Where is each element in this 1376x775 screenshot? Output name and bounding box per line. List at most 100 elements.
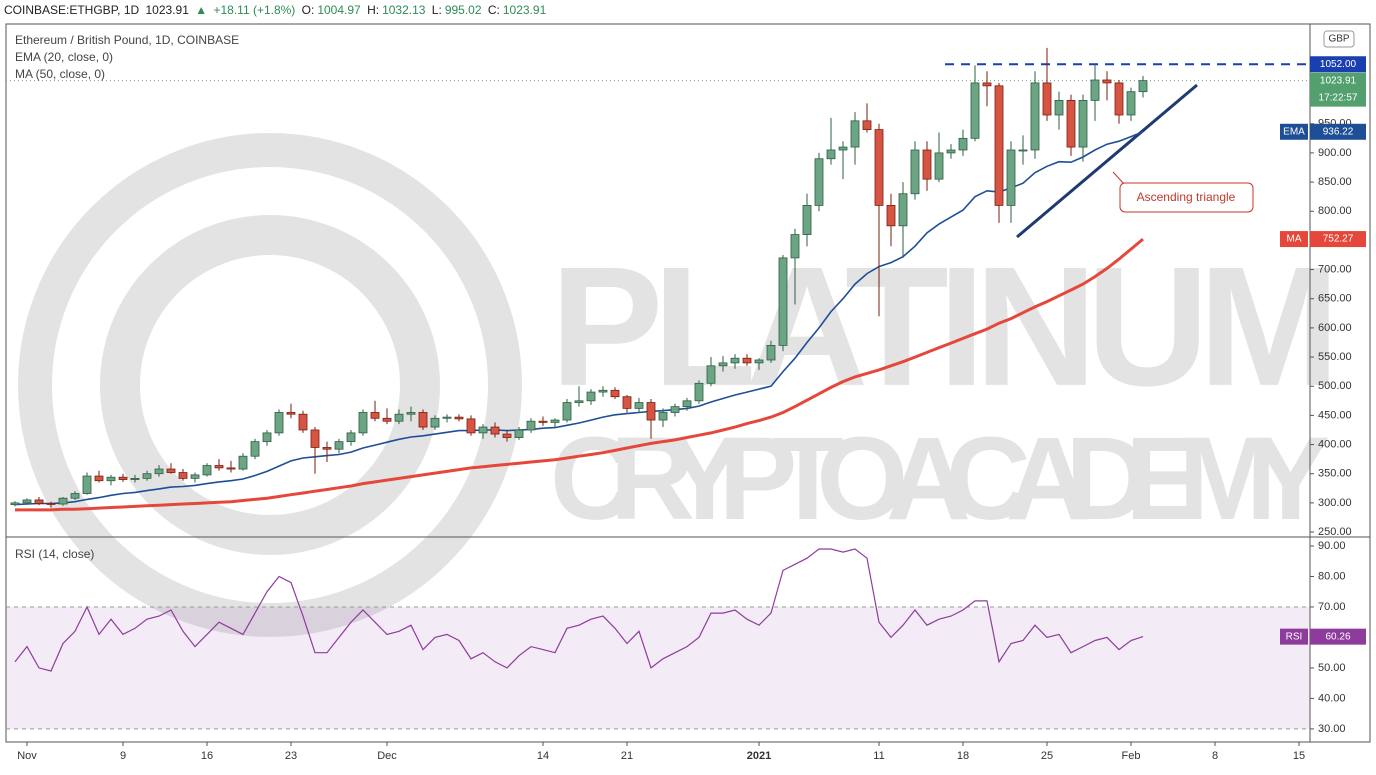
candle-body [838, 146, 848, 151]
candle-body [658, 412, 668, 421]
candle-body [202, 465, 212, 476]
candle-body [358, 412, 368, 434]
candle-body [442, 416, 452, 419]
resistance-tag-label: 1052.00 [1320, 59, 1357, 70]
y-tick-label: 600.00 [1318, 322, 1352, 334]
last-price-tag [1310, 72, 1366, 107]
candle-body [1078, 100, 1088, 148]
candle-body [622, 396, 632, 409]
ohlc-value: 1032.13 [382, 3, 426, 17]
currency: GBP [1328, 34, 1349, 45]
candle-body [370, 412, 380, 419]
candle-body [142, 473, 152, 479]
candle-body [46, 503, 56, 505]
candle-body [1042, 82, 1052, 116]
candle-body [1018, 149, 1028, 152]
candle-body [814, 158, 824, 206]
candle-body [670, 406, 680, 413]
candle-body [334, 441, 344, 450]
rsi-title: RSI (14, close) [15, 547, 95, 561]
candle-body [310, 429, 320, 448]
candle-body [238, 455, 248, 470]
rsi-tag-label: 60.26 [1325, 631, 1350, 642]
candle-body [406, 412, 416, 415]
candle-body [430, 417, 440, 428]
x-tick-label: 11 [873, 750, 884, 762]
candle-body [1054, 100, 1064, 116]
candle-body [934, 152, 944, 180]
candle-body [550, 419, 560, 423]
candle-body [850, 120, 860, 148]
watermark-inner [100, 215, 440, 555]
candle-body [190, 474, 200, 479]
candle-body [1126, 91, 1136, 116]
ohlc-label: C: [487, 3, 500, 17]
chart-title: Ethereum / British Pound, 1D, COINBASE [15, 33, 240, 47]
candle-body [10, 502, 20, 506]
x-tick-label: 21 [621, 750, 633, 762]
y-tick-label: 700.00 [1318, 263, 1352, 275]
candle-body [166, 468, 176, 473]
up-arrow: ▲ [195, 3, 208, 17]
rsi-tick-label: 30.00 [1318, 723, 1346, 735]
candle-body [118, 476, 128, 480]
candle-body [22, 499, 32, 504]
candle-body [538, 420, 548, 423]
x-tick-label: Nov [17, 750, 37, 762]
y-tick-label: 250.00 [1318, 526, 1352, 538]
x-tick-label: 2021 [747, 750, 771, 762]
candle-body [730, 357, 740, 364]
symbol: COINBASE:ETHGBP, 1D [4, 3, 140, 17]
y-tick-label: 550.00 [1318, 351, 1352, 363]
candle-body [982, 82, 992, 87]
resistance-tag [1310, 56, 1366, 73]
candle-body [58, 497, 68, 505]
series-tag-name-box [1280, 231, 1308, 248]
watermark: PLATINUM CRYPTO ACADEMY [18, 133, 1340, 637]
candle-body [106, 476, 116, 482]
candle-body [778, 257, 788, 346]
candle-body [754, 359, 764, 364]
candle-body [1066, 100, 1076, 148]
rsi-band [6, 606, 1310, 729]
candle-body [514, 429, 524, 438]
rsi-line [14, 548, 1144, 672]
indicator-line [15, 237, 1144, 512]
x-tick-label: 14 [537, 750, 549, 762]
candle-body [130, 477, 140, 480]
y-tick-label: 400.00 [1318, 438, 1352, 450]
y-tick-label: 500.00 [1318, 380, 1352, 392]
trendline [1016, 83, 1198, 239]
series-tag [1310, 231, 1366, 248]
change: +18.11 (+1.8%) [213, 3, 296, 17]
series-tag-name: MA [1287, 234, 1302, 245]
x-tick-label: Dec [377, 750, 397, 762]
candle-body [1006, 149, 1016, 206]
candle-body [1138, 80, 1148, 93]
frame [5, 23, 1371, 743]
price-pane [6, 47, 1310, 512]
candle-body [598, 389, 608, 393]
candle-body [694, 382, 704, 402]
candle-body [874, 129, 884, 206]
candle-body [346, 432, 356, 443]
header: COINBASE:ETHGBP, 1D 1023.91 ▲ +18.11 (+1… [4, 3, 549, 17]
candle-body [766, 344, 776, 361]
candle-body [454, 416, 464, 420]
candle-body [298, 413, 308, 431]
candle-body [790, 234, 800, 259]
currency-box [1323, 30, 1355, 48]
y-tick-label: 650.00 [1318, 293, 1352, 305]
rsi-tick-label: 80.00 [1318, 570, 1346, 582]
candle-body [826, 149, 836, 160]
candle-body [886, 205, 896, 227]
x-tick-label: 8 [1212, 750, 1218, 762]
legend-entry: EMA (20, close, 0) [15, 50, 114, 64]
candle-body [562, 402, 572, 421]
y-tick-label: 900.00 [1318, 147, 1352, 159]
candle-body [1102, 79, 1112, 84]
rsi-tag-name: RSI [1286, 631, 1303, 642]
ohlc-label: L: [431, 3, 442, 17]
watermark-ring [18, 133, 522, 637]
